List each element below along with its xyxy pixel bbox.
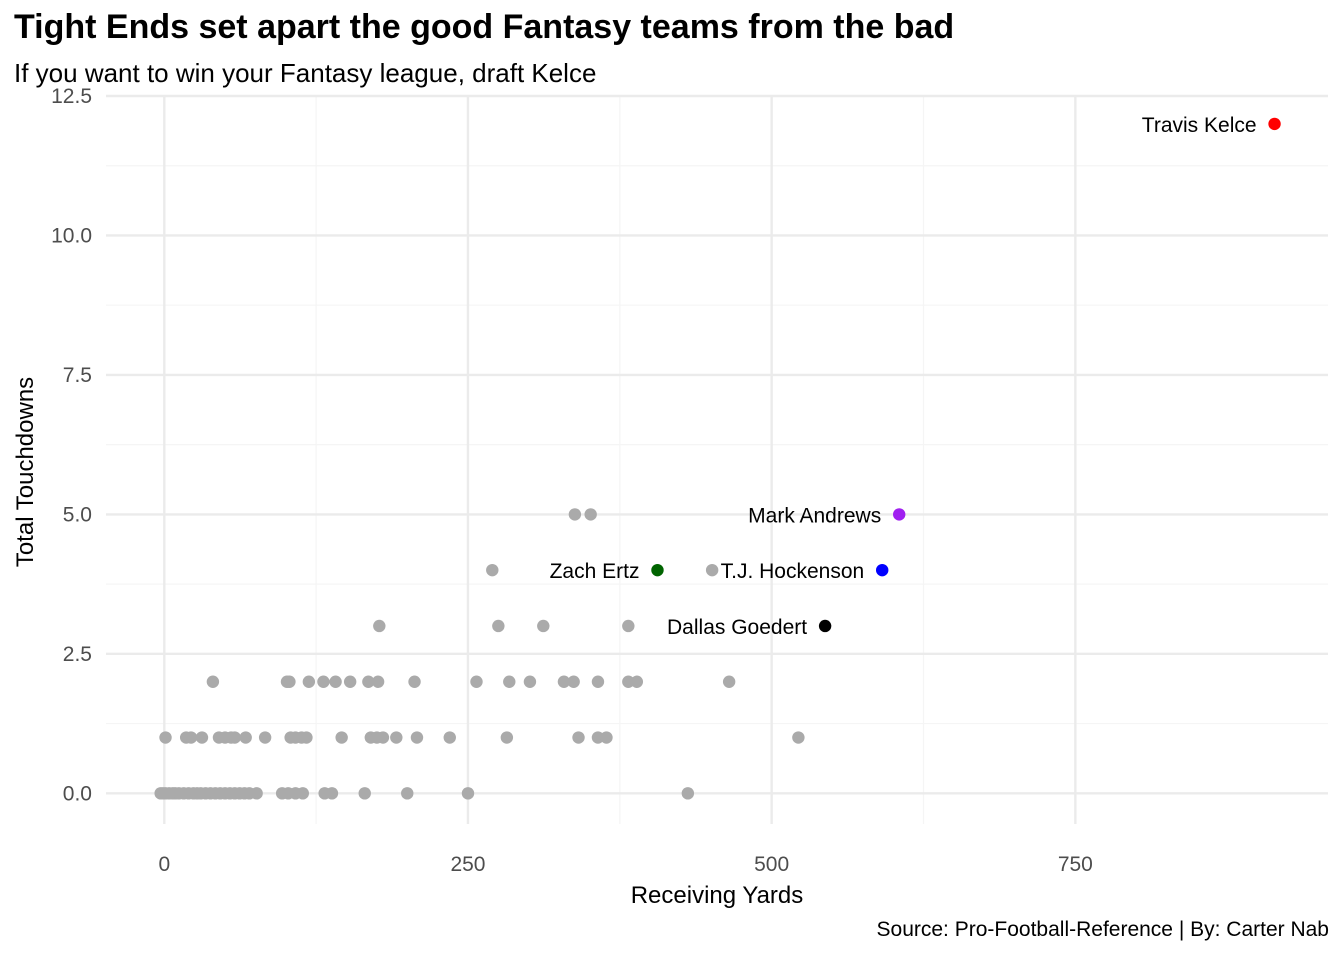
x-tick-label: 500: [754, 853, 789, 876]
data-point: [792, 731, 805, 744]
data-point: [600, 731, 613, 744]
data-point: [584, 508, 597, 521]
point-label: Zach Ertz: [550, 560, 640, 583]
data-point: [523, 675, 537, 688]
data-point: [537, 619, 550, 633]
chart-caption: Source: Pro-Football-Reference | By: Car…: [876, 918, 1329, 941]
data-point: [443, 731, 456, 744]
data-point: [296, 787, 309, 800]
x-axis-ticks: 0 250 500 750: [158, 853, 1092, 876]
data-point: [408, 675, 421, 688]
data-point: [486, 563, 499, 577]
x-axis-title: Receiving Yards: [631, 882, 804, 909]
y-tick-label: 5.0: [63, 503, 92, 526]
x-tick-label: 750: [1058, 853, 1093, 876]
data-point: [376, 731, 390, 744]
data-point: [239, 731, 252, 744]
data-point: [503, 675, 516, 688]
y-tick-label: 7.5: [63, 364, 92, 387]
point-label: Travis Kelce: [1142, 114, 1257, 137]
data-point: [325, 787, 339, 800]
data-point: [722, 675, 736, 688]
data-point: [681, 787, 695, 800]
data-point: [557, 675, 571, 688]
data-point: [470, 675, 483, 688]
data-point: [228, 731, 241, 744]
y-tick-label: 2.5: [63, 643, 92, 666]
data-point: [401, 787, 414, 800]
highlighted-point: [818, 619, 832, 633]
point-label: Dallas Goedert: [667, 616, 807, 639]
data-point: [705, 563, 719, 577]
point-label: Mark Andrews: [748, 504, 881, 527]
chart-title: Tight Ends set apart the good Fantasy te…: [14, 8, 955, 46]
data-point: [390, 731, 403, 744]
data-point: [184, 731, 198, 744]
data-point: [630, 675, 644, 688]
data-point: [591, 675, 605, 688]
data-point: [492, 619, 505, 633]
data-point: [335, 731, 348, 744]
data-point: [410, 731, 424, 744]
data-point: [362, 675, 375, 688]
data-point: [302, 675, 316, 688]
background-points: [154, 508, 805, 800]
data-point: [373, 619, 386, 633]
y-axis-title: Total Touchdowns: [12, 377, 39, 567]
highlighted-point: [1268, 117, 1281, 131]
data-point: [343, 675, 357, 688]
data-point: [329, 675, 342, 688]
highlighted-point: [893, 508, 906, 521]
highlighted-points: Travis Kelce Mark Andrews T.J. Hockenson Za…: [550, 114, 1281, 639]
point-label: T.J. Hockenson: [721, 560, 865, 583]
chart-subtitle: If you want to win your Fantasy league, …: [14, 58, 597, 88]
data-point: [622, 675, 635, 688]
highlighted-point: [876, 563, 889, 577]
data-point: [500, 731, 514, 744]
data-point: [195, 731, 209, 744]
data-point: [567, 675, 580, 688]
data-point: [568, 508, 582, 521]
data-point: [300, 731, 313, 744]
data-point: [461, 787, 475, 800]
data-point: [358, 787, 371, 800]
x-tick-label: 0: [158, 853, 170, 876]
data-point: [283, 675, 296, 688]
data-point: [591, 731, 605, 744]
y-tick-label: 0.0: [63, 782, 92, 805]
data-point: [622, 619, 635, 633]
y-tick-label: 12.5: [51, 85, 92, 108]
data-point: [317, 675, 330, 688]
data-point: [371, 675, 385, 688]
data-point: [206, 675, 220, 688]
y-tick-label: 10.0: [51, 224, 92, 247]
highlighted-point: [651, 563, 664, 577]
x-tick-label: 250: [450, 853, 485, 876]
data-point: [258, 731, 272, 744]
grid: [106, 94, 1328, 824]
data-point: [159, 731, 172, 744]
y-axis-ticks: 0.0 2.5 5.0 7.5 10.0 12.5: [51, 85, 92, 805]
data-point: [572, 731, 585, 744]
data-point: [250, 787, 263, 800]
